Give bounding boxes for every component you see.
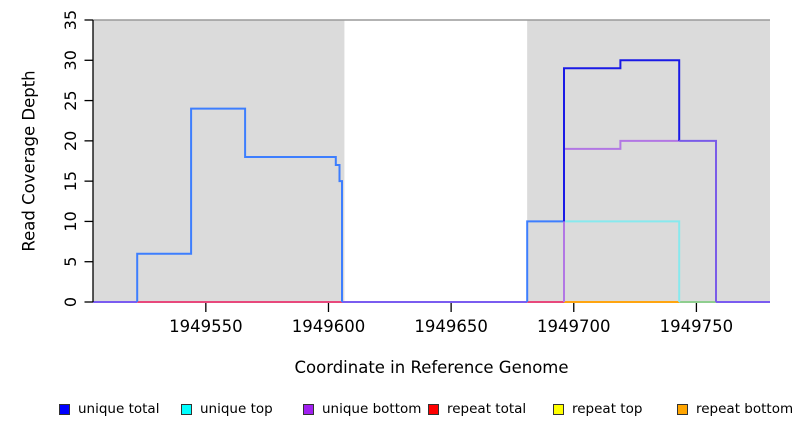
y-tick-label: 5 [61,257,80,267]
step-segment-right-unique-total-dark [563,59,681,222]
x-tick-label: 1949750 [660,317,734,336]
x-tick-label: 1949550 [169,317,243,336]
step-segment-right-total-rise-to-10 [526,220,564,302]
y-tick-label: 35 [61,10,80,30]
x-tick-label: 1949600 [292,317,366,336]
step-segment-left-unique-total-steps [136,107,343,302]
step-segment-right-unique-top-10 [564,220,681,302]
x-tick-label: 1949700 [537,317,611,336]
y-tick-label: 20 [61,131,80,151]
y-tick-label: 10 [61,211,80,231]
x-axis-title: Coordinate in Reference Genome [294,358,569,377]
x-tick-label: 1949650 [414,317,488,336]
y-tick-label: 30 [61,50,80,70]
y-tick-label: 15 [61,171,80,191]
y-tick-label: 0 [61,297,80,307]
y-axis-title: Read Coverage Depth [19,70,39,252]
step-segment-right-overlap-20-drop [679,139,717,302]
repeat-region-left [93,20,345,302]
repeat-region-right [527,20,770,302]
y-tick-label: 25 [61,90,80,110]
